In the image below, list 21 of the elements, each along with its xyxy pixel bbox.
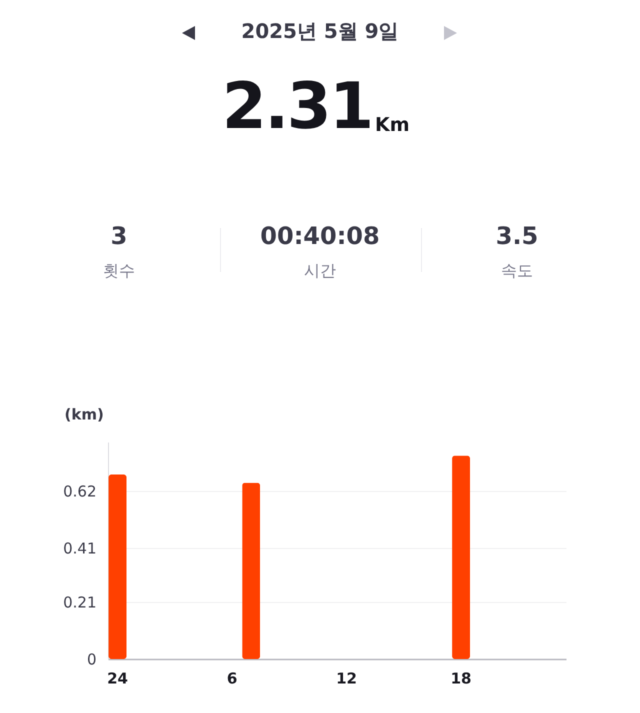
y-tick-label: 0 xyxy=(86,650,96,668)
text: 2.31 xyxy=(222,70,372,144)
text: 3 xyxy=(110,222,128,250)
x-tick-label: 6 xyxy=(226,670,238,688)
text: 횟수 xyxy=(103,261,135,282)
x-tick-label: 12 xyxy=(336,670,357,688)
x-tick-label: 24 xyxy=(107,670,128,688)
y-axis-title: (km) xyxy=(64,406,104,424)
text: 속도 xyxy=(501,261,533,282)
text: Km xyxy=(375,114,410,136)
bar xyxy=(108,474,127,659)
y-tick-label: 0.41 xyxy=(63,539,96,558)
chart-title: 2025년 5월 9일 xyxy=(241,18,399,45)
text: 00:40:08 xyxy=(260,222,380,250)
bar xyxy=(242,482,260,659)
y-tick-label: 0.62 xyxy=(63,482,96,500)
bar xyxy=(452,456,470,659)
x-tick-label: 18 xyxy=(450,670,472,688)
text: 시간 xyxy=(304,261,336,282)
y-tick-label: 0.21 xyxy=(63,594,96,612)
text: 3.5 xyxy=(496,222,538,250)
